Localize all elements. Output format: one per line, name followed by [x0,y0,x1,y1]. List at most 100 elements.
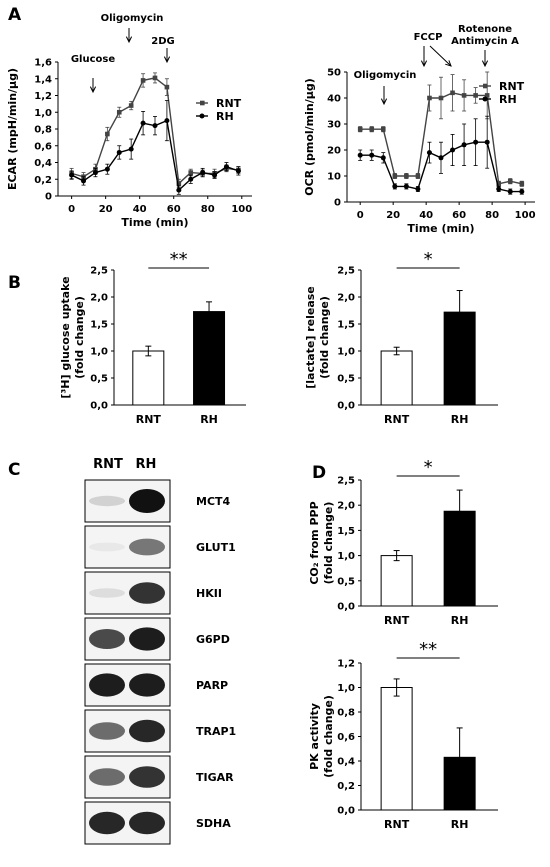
y-axis-label-sub: (fold change) [322,502,335,585]
data-point [81,178,87,184]
y-tick-label: 20 [327,146,341,157]
data-point [357,126,363,132]
data-point [519,189,525,195]
y-tick-label: 50 [327,68,341,79]
x-axis-label: Time (min) [407,222,474,235]
data-point [484,139,490,145]
y-tick-label: 0,8 [337,708,355,719]
y-tick-label: 1,5 [337,526,355,537]
annotation-2dg: 2DG [151,36,174,47]
x-tick-label: 60 [167,204,181,215]
data-point [380,155,386,161]
data-point [164,84,170,90]
data-point [140,120,146,126]
data-point [450,147,456,153]
y-tick-label: 1,0 [90,347,108,358]
y-tick-label: 0,0 [337,602,355,613]
y-tick-label: 0,0 [90,401,108,412]
data-point [380,126,386,132]
bar-rnt [380,687,413,811]
y-axis-label: [³H] glucose uptake [59,276,72,398]
blot-column-rnt: RNT [93,457,123,472]
y-tick-label: 0,6 [34,141,52,152]
data-point [392,173,398,179]
data-point [223,164,229,170]
data-point [403,183,409,189]
annotation-antimycin-a: Antimycin A [451,36,519,47]
category-label-rnt: RNT [384,818,410,831]
y-tick-label: 2,5 [337,476,355,487]
x-tick-label: 100 [231,204,252,215]
annotation-oligomycin: Oligomycin [101,13,164,24]
data-point [427,95,432,101]
arrow-shaft [429,45,452,67]
ecar-line-chart: 0 0,2 0,4 0,6 0,8 1,0 1,2 1,4 1,6 0 20 40 60 80 100 Tim… [6,13,252,229]
data-point [116,149,122,155]
legend-marker [482,96,488,102]
data-point [128,146,134,152]
blot-band [89,722,125,740]
panel-letter-d: D [312,463,326,483]
x-tick-label: 0 [357,210,364,221]
y-tick-label: 0,2 [34,175,52,186]
y-axis-label: OCR (pmol/min/µg) [303,78,316,196]
blot-label-hkii: HKII [196,587,222,600]
x-tick-label: 60 [452,210,466,221]
blot-band [129,719,165,743]
y-tick-label: 2,0 [337,293,355,304]
y-tick-label: 0,4 [337,757,355,768]
y-tick-label: 1,2 [337,659,355,670]
x-tick-label: 40 [419,210,433,221]
y-tick-label: 2,0 [337,501,355,512]
data-point [212,172,218,178]
blot-label-tigar: TIGAR [196,771,234,784]
legend-label-rnt: RNT [499,80,525,93]
data-point [188,176,194,182]
legend-marker [199,113,205,119]
data-point [200,170,206,176]
blot-band [89,768,125,786]
y-tick-label: 0 [45,192,52,203]
panel-letter-c: C [8,460,20,480]
data-point [188,170,194,175]
y-tick-label: 40 [327,94,341,105]
significance-marker: * [424,249,433,270]
data-point [69,172,75,178]
y-tick-label: 0,8 [34,125,52,136]
blot-band [129,811,165,835]
y-tick-label: 1,2 [34,91,52,102]
glucose-uptake-bar-chart: 0,0 0,5 1,0 1,5 2,0 2,5 RNT RH ** [³H] glucose up… [59,249,246,426]
arrow-head [163,56,171,64]
data-point [496,186,502,192]
blot-band [129,489,165,513]
x-tick-label: 20 [386,210,400,221]
y-tick-label: 2,5 [90,266,108,277]
y-tick-label: 1,4 [34,74,52,85]
data-point [415,173,421,179]
x-tick-label: 100 [515,210,536,221]
y-tick-label: 30 [327,120,341,131]
y-axis-label: ECAR (mpH/min/µg) [6,68,19,190]
data-point [461,93,467,98]
x-tick-label: 20 [99,204,113,215]
pk-activity-bar-chart: 0,0 0,2 0,4 0,6 0,8 1,0 1,2 RNT RH ** PK activity(… [308,639,498,831]
data-point [426,150,432,156]
legend-label-rh: RH [499,93,517,106]
data-point [176,187,182,193]
y-tick-label: 2,0 [90,293,108,304]
data-point [484,93,490,98]
blot-band [89,542,125,552]
annotation-glucose: Glucose [71,54,116,65]
category-label-rh: RH [200,413,218,426]
blot-band [89,495,125,507]
data-point [519,181,525,187]
blot-column-rh: RH [136,457,157,472]
y-tick-label: 0,4 [34,158,52,169]
arrow-head [380,98,388,106]
y-tick-label: 0,5 [337,374,355,385]
lactate-release-bar-chart: 0,0 0,5 1,0 1,5 2,0 2,5 RNT RH * [lactate] releas… [304,249,498,426]
data-point [105,131,110,137]
category-label-rh: RH [451,818,469,831]
y-axis-label-sub: (fold change) [322,695,335,778]
blot-band [129,627,165,651]
